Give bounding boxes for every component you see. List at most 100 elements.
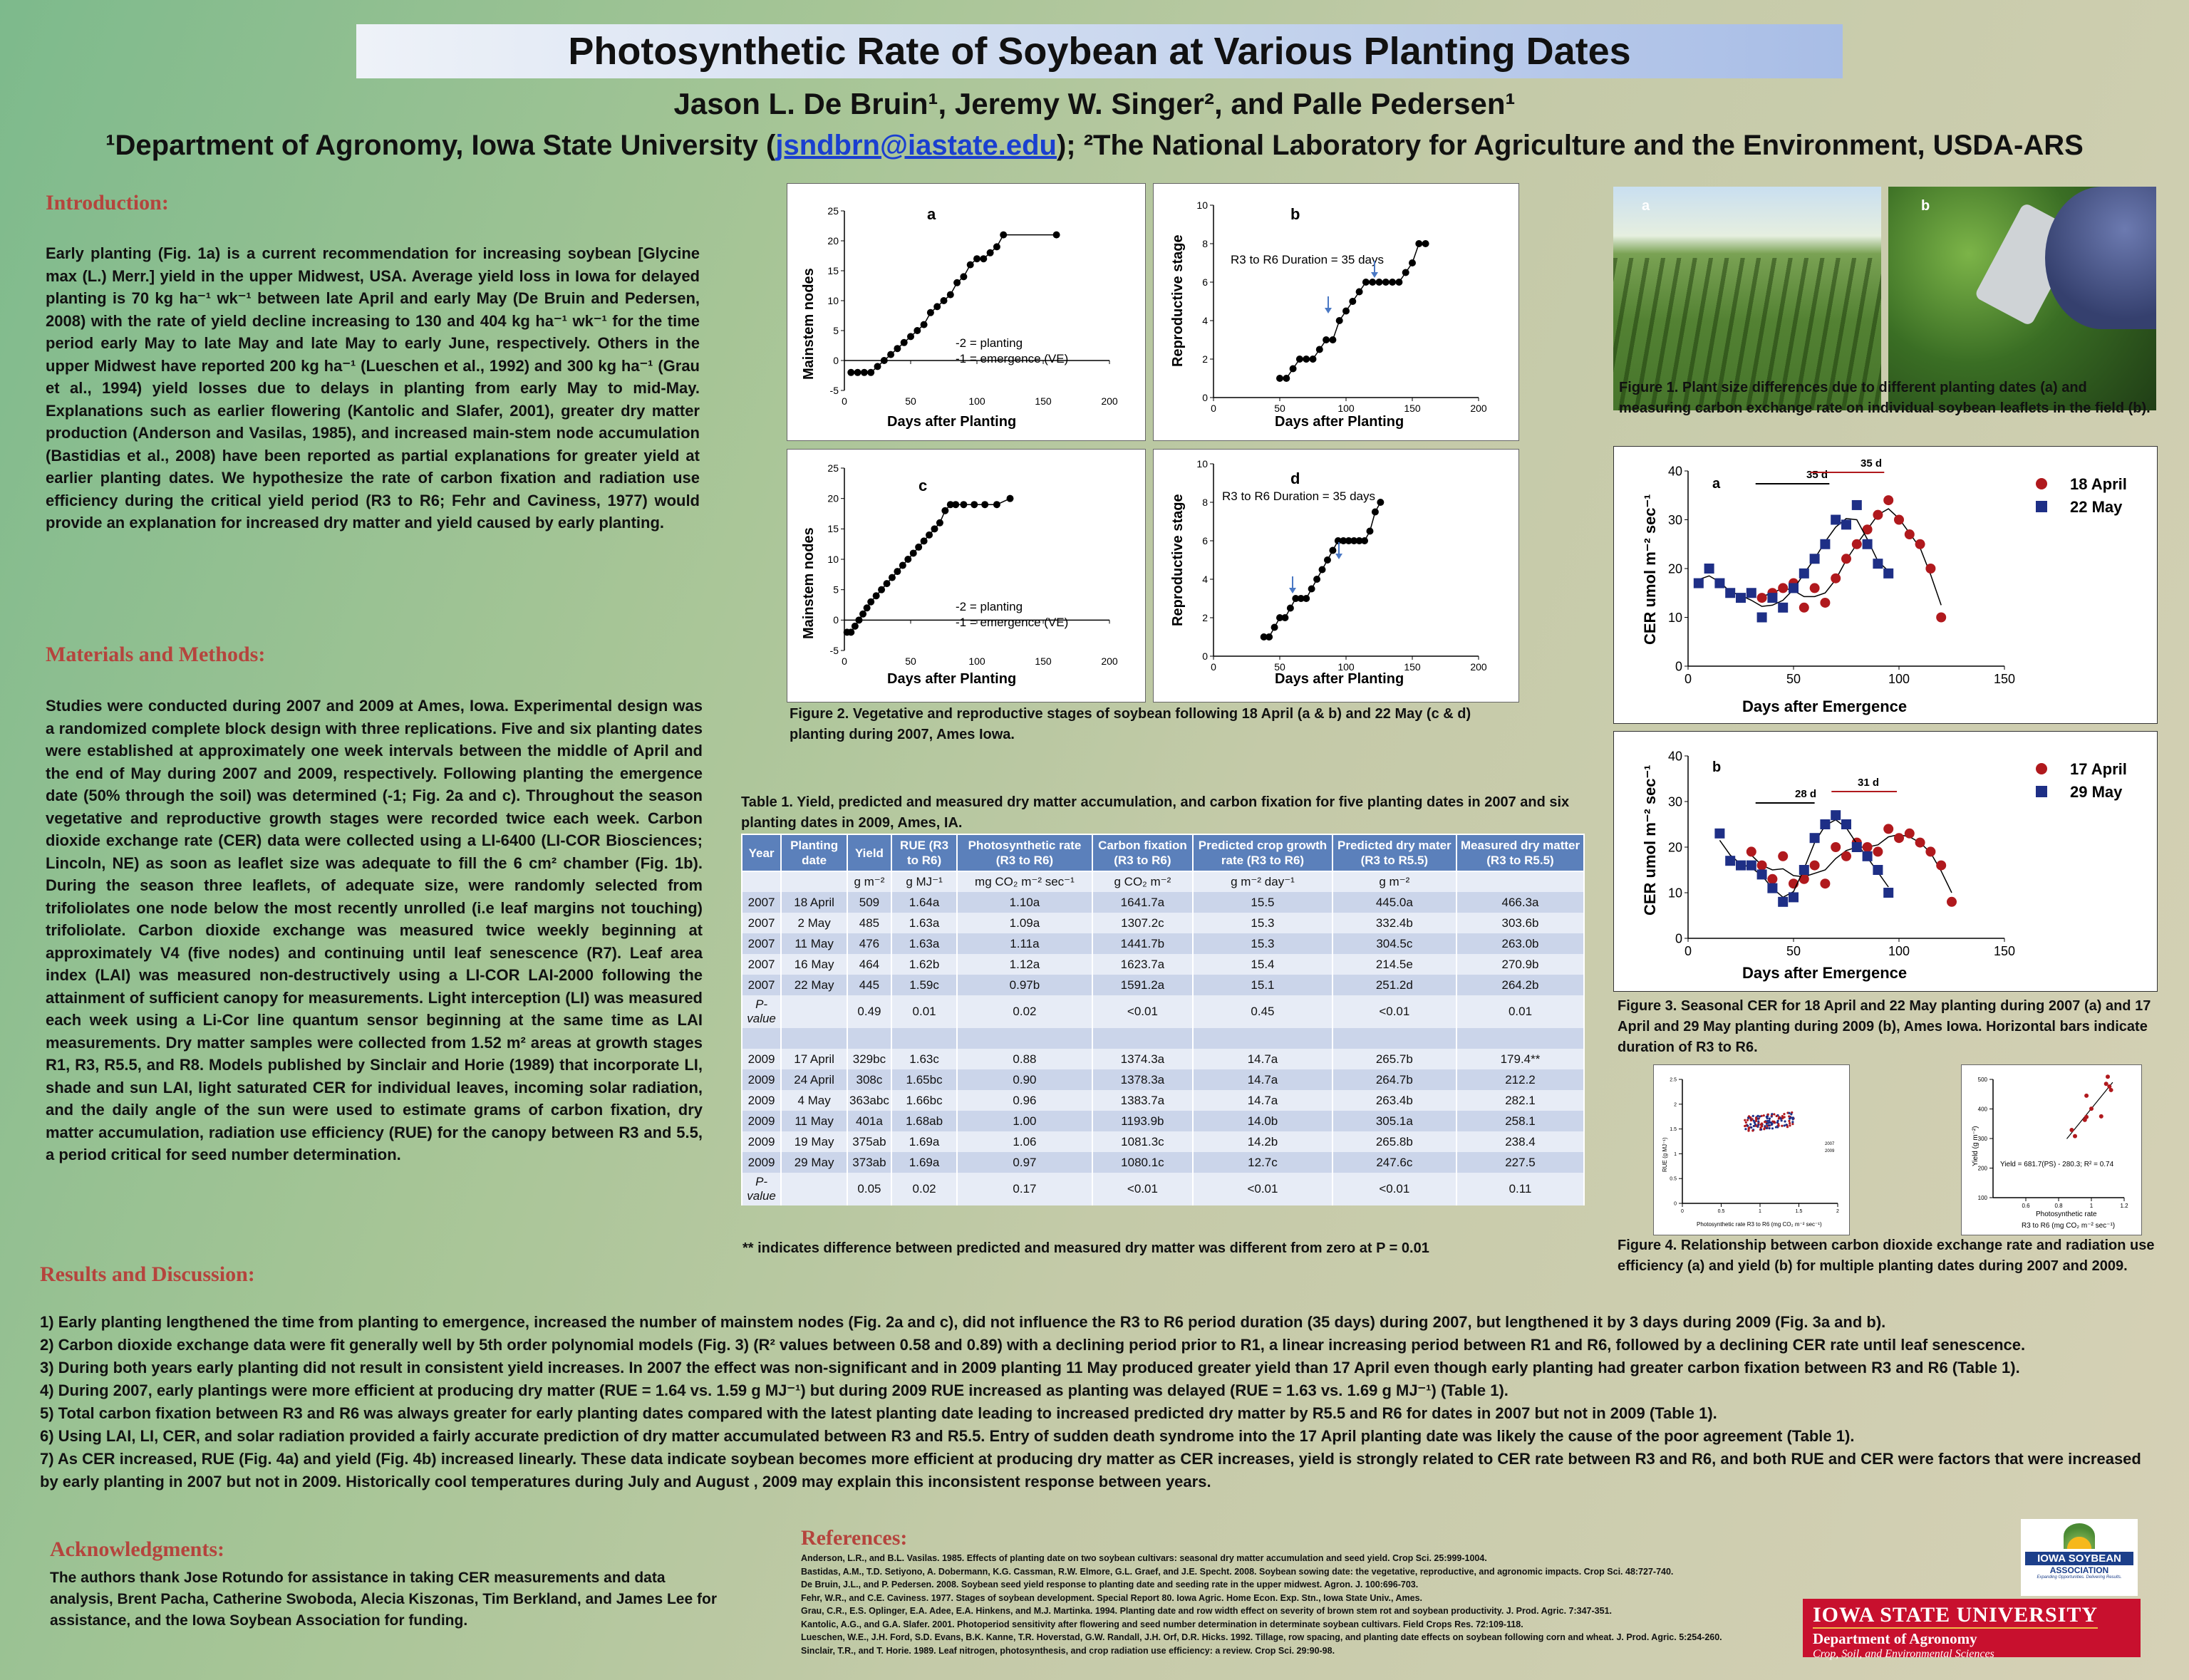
table1-header-8: Measured dry matter (R3 to R5.5) bbox=[1455, 834, 1585, 872]
fig2d-point bbox=[1260, 633, 1268, 641]
table1-unit-7: g m⁻² bbox=[1331, 871, 1457, 892]
fig2b-chart: b R3 to R6 Duration = 35 days Days after… bbox=[1153, 183, 1519, 441]
fig2d-x-tick-label: 200 bbox=[1470, 661, 1487, 673]
affil-pre: ¹Department of Agronomy, Iowa State Univ… bbox=[105, 130, 776, 161]
results-heading: Results and Discussion: bbox=[40, 1262, 255, 1286]
fig3b-y-tick-label: 30 bbox=[1668, 794, 1682, 809]
table1-caption: Table 1. Yield, predicted and measured d… bbox=[741, 794, 1570, 831]
email-link[interactable]: jsndbrn@iastate.edu bbox=[775, 130, 1057, 161]
fig3a-x-tick-label: 100 bbox=[1888, 672, 1910, 686]
fig2d-point bbox=[1361, 537, 1369, 544]
fig3b-point-22 bbox=[1873, 865, 1883, 875]
fig3a-point-18 bbox=[1915, 539, 1925, 549]
fig3b-legend2: 29 May bbox=[2070, 783, 2123, 801]
fig3b-y-tick-label: 0 bbox=[1675, 931, 1682, 945]
table-cell: 2009 bbox=[740, 1069, 782, 1090]
fig3a-point-18 bbox=[1851, 539, 1862, 549]
table-cell: 0.90 bbox=[956, 1069, 1093, 1090]
fig4a-point bbox=[1759, 1126, 1762, 1129]
fig4a-point bbox=[1771, 1113, 1774, 1116]
fig2a-y-tick-label: 20 bbox=[827, 235, 839, 247]
fig4a-point bbox=[1753, 1121, 1756, 1124]
table-row: 2007 16 May 464 1.62b 1.12a 1623.7a 15.4 214.5e… bbox=[740, 954, 1585, 975]
fig4a-point bbox=[1756, 1117, 1759, 1120]
fig2b-point bbox=[1395, 279, 1403, 286]
table-cell: 2009 bbox=[740, 1131, 782, 1152]
fig3a-y-tick-label: 40 bbox=[1668, 464, 1682, 478]
fig4-caption: Figure 4. Relationship between carbon di… bbox=[1618, 1238, 2155, 1274]
fig4a-xlabel: Photosynthetic rate R3 to R6 (mg CO₂ m⁻²… bbox=[1697, 1221, 1822, 1228]
fig4a-point bbox=[1747, 1116, 1750, 1119]
fig2d-point bbox=[1308, 585, 1315, 593]
fig3b-bar1-label: 28 d bbox=[1795, 788, 1816, 800]
fig4b-y-tick-label: 500 bbox=[1978, 1077, 1988, 1083]
fig2a-point bbox=[940, 297, 948, 304]
fig3a-ylabel: CER umol m⁻² sec⁻¹ bbox=[1641, 494, 1659, 645]
ack-heading: Acknowledgments: bbox=[50, 1538, 224, 1561]
table1-footnote: ** indicates difference between predicte… bbox=[742, 1240, 1429, 1256]
reference-item: De Bruin, J.L., and P. Pedersen. 2008. S… bbox=[801, 1580, 1419, 1590]
fig4a-point bbox=[1762, 1114, 1765, 1117]
table-cell: 238.4 bbox=[1455, 1131, 1585, 1152]
fig2d-y-tick-label: 4 bbox=[1202, 574, 1208, 585]
fig4a-point bbox=[1750, 1126, 1753, 1129]
fig3b-point-18 bbox=[1809, 860, 1820, 871]
fig2b-point bbox=[1422, 240, 1429, 247]
result-item: 1) Early planting lengthened the time fr… bbox=[40, 1313, 1886, 1331]
fig2a-point bbox=[946, 291, 954, 299]
fig3b-letter: b bbox=[1712, 759, 1721, 775]
fig2c-point bbox=[941, 507, 949, 514]
fig4a-ylabel: RUE (g MJ⁻¹) bbox=[1662, 1137, 1668, 1172]
table-row: 2009 4 May 363abc 1.66bc 0.96 1383.7a 14.7a 263… bbox=[740, 1090, 1585, 1111]
fig3b-ylabel: CER umol m⁻² sec⁻¹ bbox=[1641, 765, 1659, 916]
fig2b-point bbox=[1303, 356, 1310, 363]
fig2c-point bbox=[883, 580, 891, 588]
fig2a-point bbox=[887, 351, 895, 358]
table-cell: 14.7a bbox=[1192, 1049, 1333, 1069]
fig2b-point bbox=[1415, 240, 1423, 247]
fig4a-point bbox=[1754, 1124, 1758, 1127]
fig3b-point-18 bbox=[1915, 837, 1925, 848]
reference-item: Fehr, W.R., and C.E. Caviness. 1977. Sta… bbox=[801, 1592, 1423, 1603]
result-item: 3) During both years early planting did … bbox=[40, 1359, 2020, 1376]
table-cell: 1.65bc bbox=[890, 1069, 958, 1090]
table-cell: 263.0b bbox=[1455, 933, 1585, 954]
fig3a-point-22 bbox=[1841, 519, 1851, 530]
fig2a-point bbox=[900, 338, 908, 346]
table-cell: 14.2b bbox=[1192, 1131, 1333, 1152]
fig2d-point bbox=[1313, 576, 1321, 583]
table-row: 2009 19 May 375ab 1.69a 1.06 1081.3c 14.2b 265.… bbox=[740, 1131, 1585, 1152]
fig4a-point bbox=[1788, 1119, 1791, 1122]
table-cell: 1.63c bbox=[890, 1049, 958, 1069]
table-cell bbox=[1192, 1028, 1333, 1049]
fig2c-point bbox=[878, 586, 886, 593]
table-cell: <0.01 bbox=[1331, 995, 1457, 1028]
table-cell: 464 bbox=[847, 954, 892, 975]
fig2d-point bbox=[1323, 556, 1331, 564]
fig4b-eq: Yield = 681.7(PS) - 280.3; R² = 0.74 bbox=[2000, 1161, 2114, 1168]
fig4a-point bbox=[1783, 1116, 1786, 1119]
fig1b-photo: b bbox=[1888, 187, 2156, 410]
fig3a-point-18 bbox=[1799, 602, 1809, 613]
operator-image bbox=[2045, 187, 2156, 329]
table-cell: 1374.3a bbox=[1091, 1049, 1194, 1069]
fig4a-point bbox=[1781, 1124, 1784, 1127]
fig3b-point-18 bbox=[1873, 846, 1883, 857]
fig4a-y-tick-label: 1 bbox=[1674, 1152, 1677, 1157]
fig2b-point bbox=[1402, 269, 1409, 276]
fig3a-bar1-label: 35 d bbox=[1806, 469, 1828, 481]
fig2a-point bbox=[960, 273, 968, 281]
fig4a-point bbox=[1766, 1116, 1769, 1120]
fig3b-point-22 bbox=[1841, 819, 1851, 829]
table-cell: 270.9b bbox=[1455, 954, 1585, 975]
fig1a-letter: a bbox=[1642, 198, 1650, 214]
fig2b-point bbox=[1329, 336, 1337, 343]
fig2c-point bbox=[859, 610, 867, 618]
table-row: 2009 17 April 329bc 1.63c 0.88 1374.3a 14.7a 26… bbox=[740, 1049, 1585, 1069]
table-cell: 2007 bbox=[740, 913, 782, 933]
fig2b-point bbox=[1283, 375, 1290, 382]
fig4b-point bbox=[2073, 1134, 2077, 1139]
fig2b-x-tick-label: 0 bbox=[1211, 403, 1216, 414]
fig3b-point-18 bbox=[1904, 828, 1915, 839]
table-cell: 2009 bbox=[740, 1049, 782, 1069]
